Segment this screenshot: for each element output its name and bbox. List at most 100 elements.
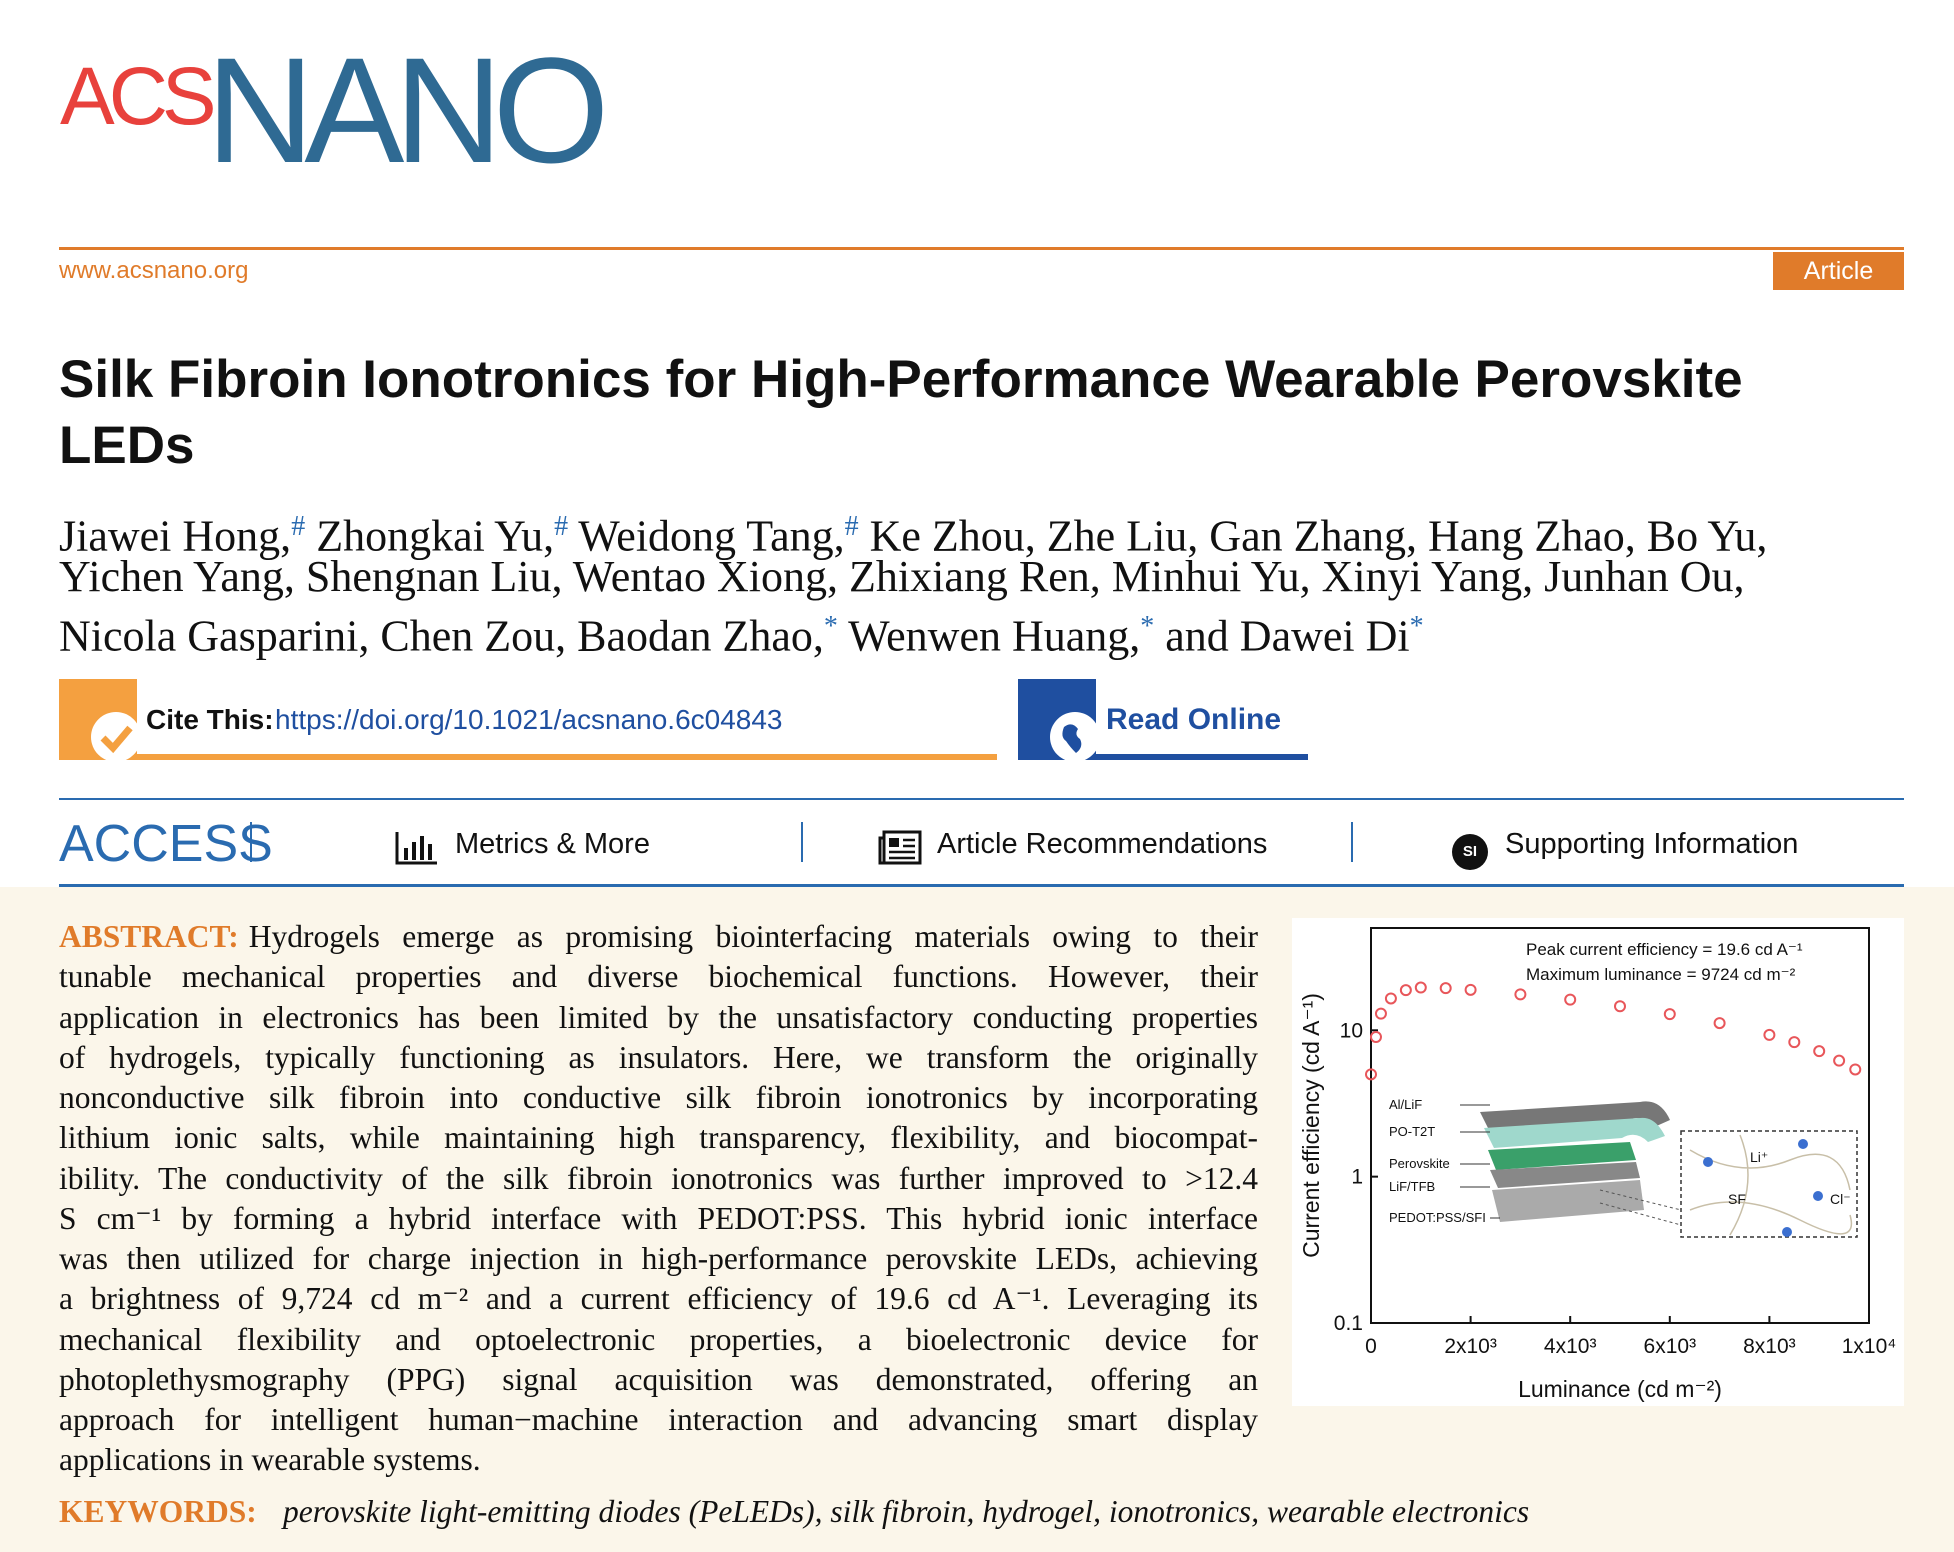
abstract-text: Hydrogels emerge as promising biointerfa…: [248, 919, 1258, 954]
cite-icon-box: [59, 679, 141, 762]
abstract-line: application in electronics has been limi…: [59, 999, 1258, 1035]
separator: [801, 822, 803, 862]
x-tick-label: 1x10⁴: [1842, 1335, 1897, 1358]
y-axis-label: Current efficiency (cd A⁻¹): [1298, 993, 1324, 1258]
access: ACCESS: [59, 815, 273, 873]
data-point: [1763, 1028, 1776, 1041]
data-point: [1369, 1030, 1382, 1043]
data-point: [1788, 1036, 1801, 1049]
device-inset: [1480, 1101, 1858, 1238]
y-tick-label: 0.1: [1334, 1312, 1363, 1335]
abstract-line: nonconductive silk fibroin into conducti…: [59, 1080, 1258, 1115]
y-tick-label: 10: [1340, 1019, 1363, 1042]
data-point: [1414, 981, 1427, 994]
data-point: [1614, 1000, 1626, 1013]
plot-frame: [1370, 927, 1870, 1324]
layer-label: Perovskite: [1389, 1156, 1450, 1171]
read-underline: [1096, 754, 1308, 760]
x-tick-label: 6x10³: [1644, 1335, 1697, 1358]
layer-label: PO-T2T: [1389, 1124, 1435, 1139]
article-type: Article: [1773, 252, 1904, 290]
abstract-line: lithium ionic salts, while maintaining h…: [59, 1120, 1258, 1156]
x-tick-label: 2x10³: [1444, 1335, 1497, 1358]
author-note: *: [1140, 611, 1155, 642]
abstract-line: applications in wearable systems.: [59, 1442, 481, 1478]
access-rule-top: [59, 798, 1904, 800]
title-line: Silk Fibroin Ionotronics for High-Perfor…: [59, 350, 1743, 409]
author-line: Nicola Gasparini, Chen Zou, Baodan Zhao,…: [59, 602, 1424, 662]
header-rule: [59, 247, 1904, 250]
abstract-line: tunable mechanical properties and divers…: [59, 959, 1258, 995]
layer-label: Al/LiF: [1389, 1097, 1422, 1112]
cite-icon: [90, 712, 141, 762]
author-name: Jiawei Hong,: [59, 511, 292, 561]
abstract-line: was then utilized for charge injection i…: [59, 1241, 1258, 1276]
abstract-line: approach for intelligent human−machine i…: [59, 1402, 1258, 1437]
abstract-line: photoplethysmography (PPG) signal acquis…: [59, 1361, 1258, 1397]
ion-label: SF: [1728, 1191, 1746, 1207]
metrics-link[interactable]: Metrics & More: [455, 828, 650, 860]
separator: [250, 822, 252, 862]
abstract-line: ibility. The conductivity of the silk fi…: [59, 1160, 1258, 1196]
author-note: #: [554, 511, 569, 542]
metrics-icon: [395, 832, 437, 865]
recommendations-icon: [878, 830, 922, 865]
data-point: [1833, 1054, 1846, 1067]
data-point: [1439, 982, 1452, 995]
ion-label: Li⁺: [1750, 1149, 1768, 1165]
annotation: Peak current efficiency = 19.6 cd A⁻¹: [1526, 940, 1803, 959]
abstract-line: a brightness of 9,724 cd m⁻² and a curre…: [59, 1281, 1258, 1317]
read-online[interactable]: Read Online: [1106, 703, 1282, 736]
logo-acs: ACS: [60, 51, 217, 142]
globe-icon: [1049, 712, 1100, 762]
abstract-line: ABSTRACT: Hydrogels emerge as promising b…: [59, 917, 1258, 957]
abstract-line: of hydrogels, typically functioning as i…: [59, 1039, 1258, 1075]
data-point: [1365, 1068, 1377, 1081]
author-note: #: [844, 511, 859, 542]
data-point: [1384, 992, 1397, 1005]
author-note: *: [823, 611, 838, 642]
x-tick-label: 4x10³: [1544, 1335, 1597, 1358]
read-icon-box: [1018, 679, 1100, 762]
data-point: [1564, 993, 1577, 1006]
data-point: [1464, 983, 1477, 996]
author-name: Ke Zhou, Zhe Liu, Gan Zhang, Hang Zhao, …: [858, 511, 1768, 561]
author-name: Weidong Tang,: [568, 511, 845, 561]
ion-label: Cl⁻: [1830, 1191, 1851, 1207]
layer-label: LiF/TFB: [1389, 1179, 1435, 1194]
separator: [1351, 822, 1353, 862]
data-point: [1399, 984, 1412, 997]
data-point: [1663, 1008, 1676, 1021]
data-point: [1713, 1017, 1726, 1030]
author-name: Zhongkai Yu,: [305, 511, 555, 561]
data-point: [1374, 1007, 1387, 1020]
abstract-label: ABSTRACT:: [59, 919, 239, 954]
logo-nano: NANO: [206, 26, 609, 194]
author-name: Yichen Yang, Shengnan Liu, Wentao Xiong,…: [59, 552, 1745, 601]
abstract-line: S cm⁻¹ by forming a hybrid interface wit…: [59, 1200, 1258, 1236]
keywords: perovskite light-emitting diodes (PeLEDs…: [283, 1494, 1530, 1529]
data-point: [1813, 1045, 1826, 1058]
x-tick-label: 8x10³: [1743, 1335, 1796, 1358]
x-tick-label: 0: [1365, 1335, 1377, 1358]
author-name: Nicola Gasparini, Chen Zou, Baodan Zhao,: [59, 611, 824, 661]
website[interactable]: www.acsnano.org: [59, 257, 249, 284]
y-tick-label: 1: [1351, 1166, 1363, 1189]
recommendations-link[interactable]: Article Recommendations: [937, 828, 1268, 860]
author-note: #: [291, 511, 306, 542]
data-point: [1514, 988, 1527, 1001]
access-rule-bottom: [59, 884, 1904, 887]
cite-label: Cite This:: [146, 704, 274, 735]
si-icon: SI: [1452, 834, 1488, 870]
supporting-link[interactable]: Supporting Information: [1505, 828, 1799, 860]
author-line: Jiawei Hong,# Zhongkai Yu,# Weidong Tang…: [59, 502, 1767, 562]
keywords-label: KEYWORDS:: [59, 1494, 257, 1529]
annotation: Maximum luminance = 9724 cd m⁻²: [1526, 965, 1796, 984]
author-name: and Dawei Di: [1154, 611, 1410, 661]
title-line: LEDs: [59, 416, 195, 475]
doi-link[interactable]: https://doi.org/10.1021/acsnano.6c04843: [275, 704, 783, 735]
author-name: Wenwen Huang,: [837, 611, 1141, 661]
x-axis-label: Luminance (cd m⁻²): [1518, 1376, 1722, 1402]
